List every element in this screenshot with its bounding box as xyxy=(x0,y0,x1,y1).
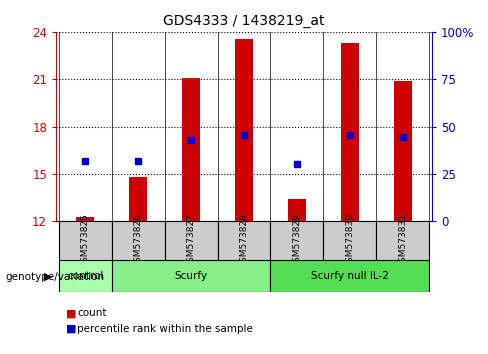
Bar xyxy=(270,221,324,260)
Text: genotype/variation: genotype/variation xyxy=(5,272,104,282)
Bar xyxy=(59,221,112,260)
Text: GSM573830: GSM573830 xyxy=(346,213,354,268)
Bar xyxy=(164,221,218,260)
Text: count: count xyxy=(77,308,106,318)
Bar xyxy=(287,199,306,221)
Text: GSM573829: GSM573829 xyxy=(292,213,302,268)
Bar xyxy=(341,43,359,221)
Text: percentile rank within the sample: percentile rank within the sample xyxy=(77,324,253,333)
Text: GSM573827: GSM573827 xyxy=(186,213,196,268)
Bar xyxy=(112,221,164,260)
Bar xyxy=(235,39,253,221)
Title: GDS4333 / 1438219_at: GDS4333 / 1438219_at xyxy=(163,14,325,28)
Bar xyxy=(182,79,201,221)
Text: GSM573828: GSM573828 xyxy=(240,213,248,268)
Bar xyxy=(59,260,112,292)
Text: Scurfy: Scurfy xyxy=(175,271,207,281)
Text: control: control xyxy=(67,271,103,281)
Text: ▶: ▶ xyxy=(44,272,53,282)
Bar xyxy=(76,217,95,221)
Bar xyxy=(218,221,270,260)
Bar xyxy=(393,81,412,221)
Text: GSM573831: GSM573831 xyxy=(398,213,407,268)
Bar xyxy=(129,177,147,221)
Text: Scurfy null IL-2: Scurfy null IL-2 xyxy=(311,271,389,281)
Text: ■: ■ xyxy=(66,324,77,333)
Bar xyxy=(112,260,270,292)
Bar xyxy=(324,221,376,260)
Bar xyxy=(270,260,429,292)
Text: ■: ■ xyxy=(66,308,77,318)
Text: GSM573825: GSM573825 xyxy=(81,213,90,268)
Text: GSM573826: GSM573826 xyxy=(134,213,142,268)
Bar xyxy=(376,221,429,260)
